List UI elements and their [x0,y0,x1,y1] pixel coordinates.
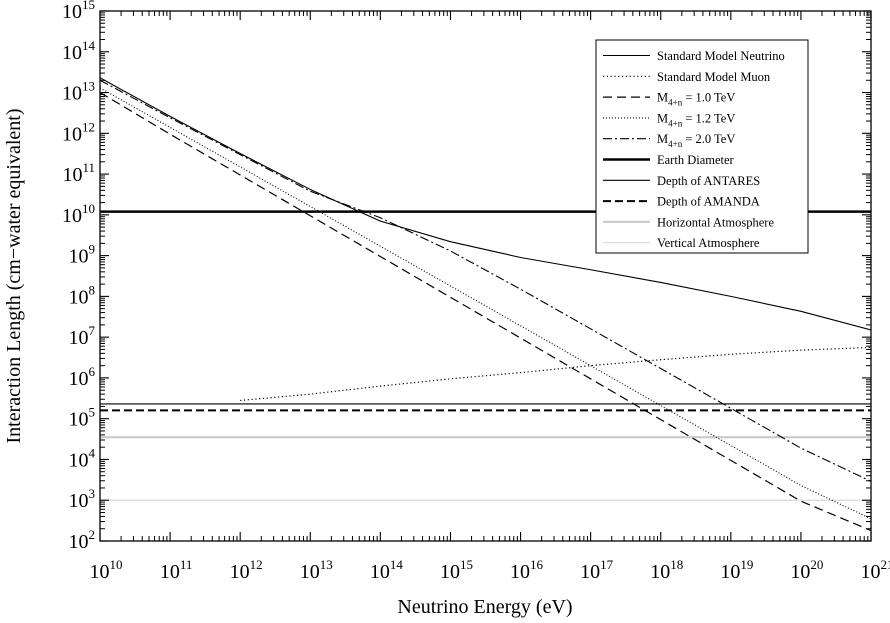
x-tick-label: 1020 [790,557,823,583]
y-tick-label: 108 [69,282,96,308]
y-tick-label: 109 [69,242,96,268]
legend-entry-label: Horizontal Atmosphere [657,215,774,229]
x-tick-label: 1013 [300,557,333,583]
legend-entry-label: Depth of AMANDA [657,195,760,209]
legend-entry-label: Depth of ANTARES [657,174,760,188]
legend-entry-label: Standard Model Neutrino [657,49,785,63]
x-axis-label: Neutrino Energy (eV) [397,596,572,618]
series-lines [100,77,871,532]
series-line-3 [100,92,871,532]
legend-box [595,39,809,254]
plot-area [100,77,871,532]
x-tick-label: 1018 [650,557,683,583]
legend-entry-label: M4+n = 2.0 TeV [657,132,735,149]
y-tick-label: 1014 [62,38,96,64]
y-tick-label: 1011 [62,160,95,186]
legend-entry-label: M4+n = 1.0 TeV [657,91,735,108]
x-tick-label: 1014 [370,557,404,583]
plot-frame [99,10,872,542]
y-tick-label: 106 [69,364,96,390]
y-tick-label: 1010 [62,201,95,227]
y-tick-label: 102 [69,527,96,553]
x-tick-label: 1010 [90,557,123,583]
y-tick-label: 103 [69,486,96,512]
x-tick-label: 1011 [160,557,193,583]
legend-entry-label: Standard Model Muon [657,70,771,84]
x-tick-label: 1015 [440,557,473,583]
y-tick-label: 1015 [62,0,95,23]
y-tick-label: 107 [69,323,96,349]
y-tick-label: 1013 [62,79,95,105]
legend-entry-label: M4+n = 1.2 TeV [657,111,735,128]
axis-ticks [99,10,872,542]
legend-entry-label: Vertical Atmosphere [657,236,760,250]
axis-tick-labels: 1010 1011 1012 1013 1014 1015 1016 1017 1018 1019… [62,0,890,583]
series-line-5 [100,79,871,482]
y-tick-label: 105 [69,405,96,431]
x-tick-label: 1017 [580,557,614,583]
y-tick-label: 1012 [62,119,95,145]
x-tick-label: 1016 [510,557,544,583]
series-line-4 [100,87,871,520]
x-tick-label: 1012 [230,557,263,583]
y-axis-label: Interaction Length (cm−water equivalent) [3,108,25,443]
legend-entry-label: Earth Diameter [657,153,735,167]
legend: Standard Model Neutrino Standard Model Mu… [595,39,809,254]
series-line-1 [100,77,871,331]
y-tick-label: 104 [69,445,96,471]
reference-lines [100,210,871,501]
series-line-2 [240,346,871,402]
x-tick-label: 1019 [720,557,753,583]
